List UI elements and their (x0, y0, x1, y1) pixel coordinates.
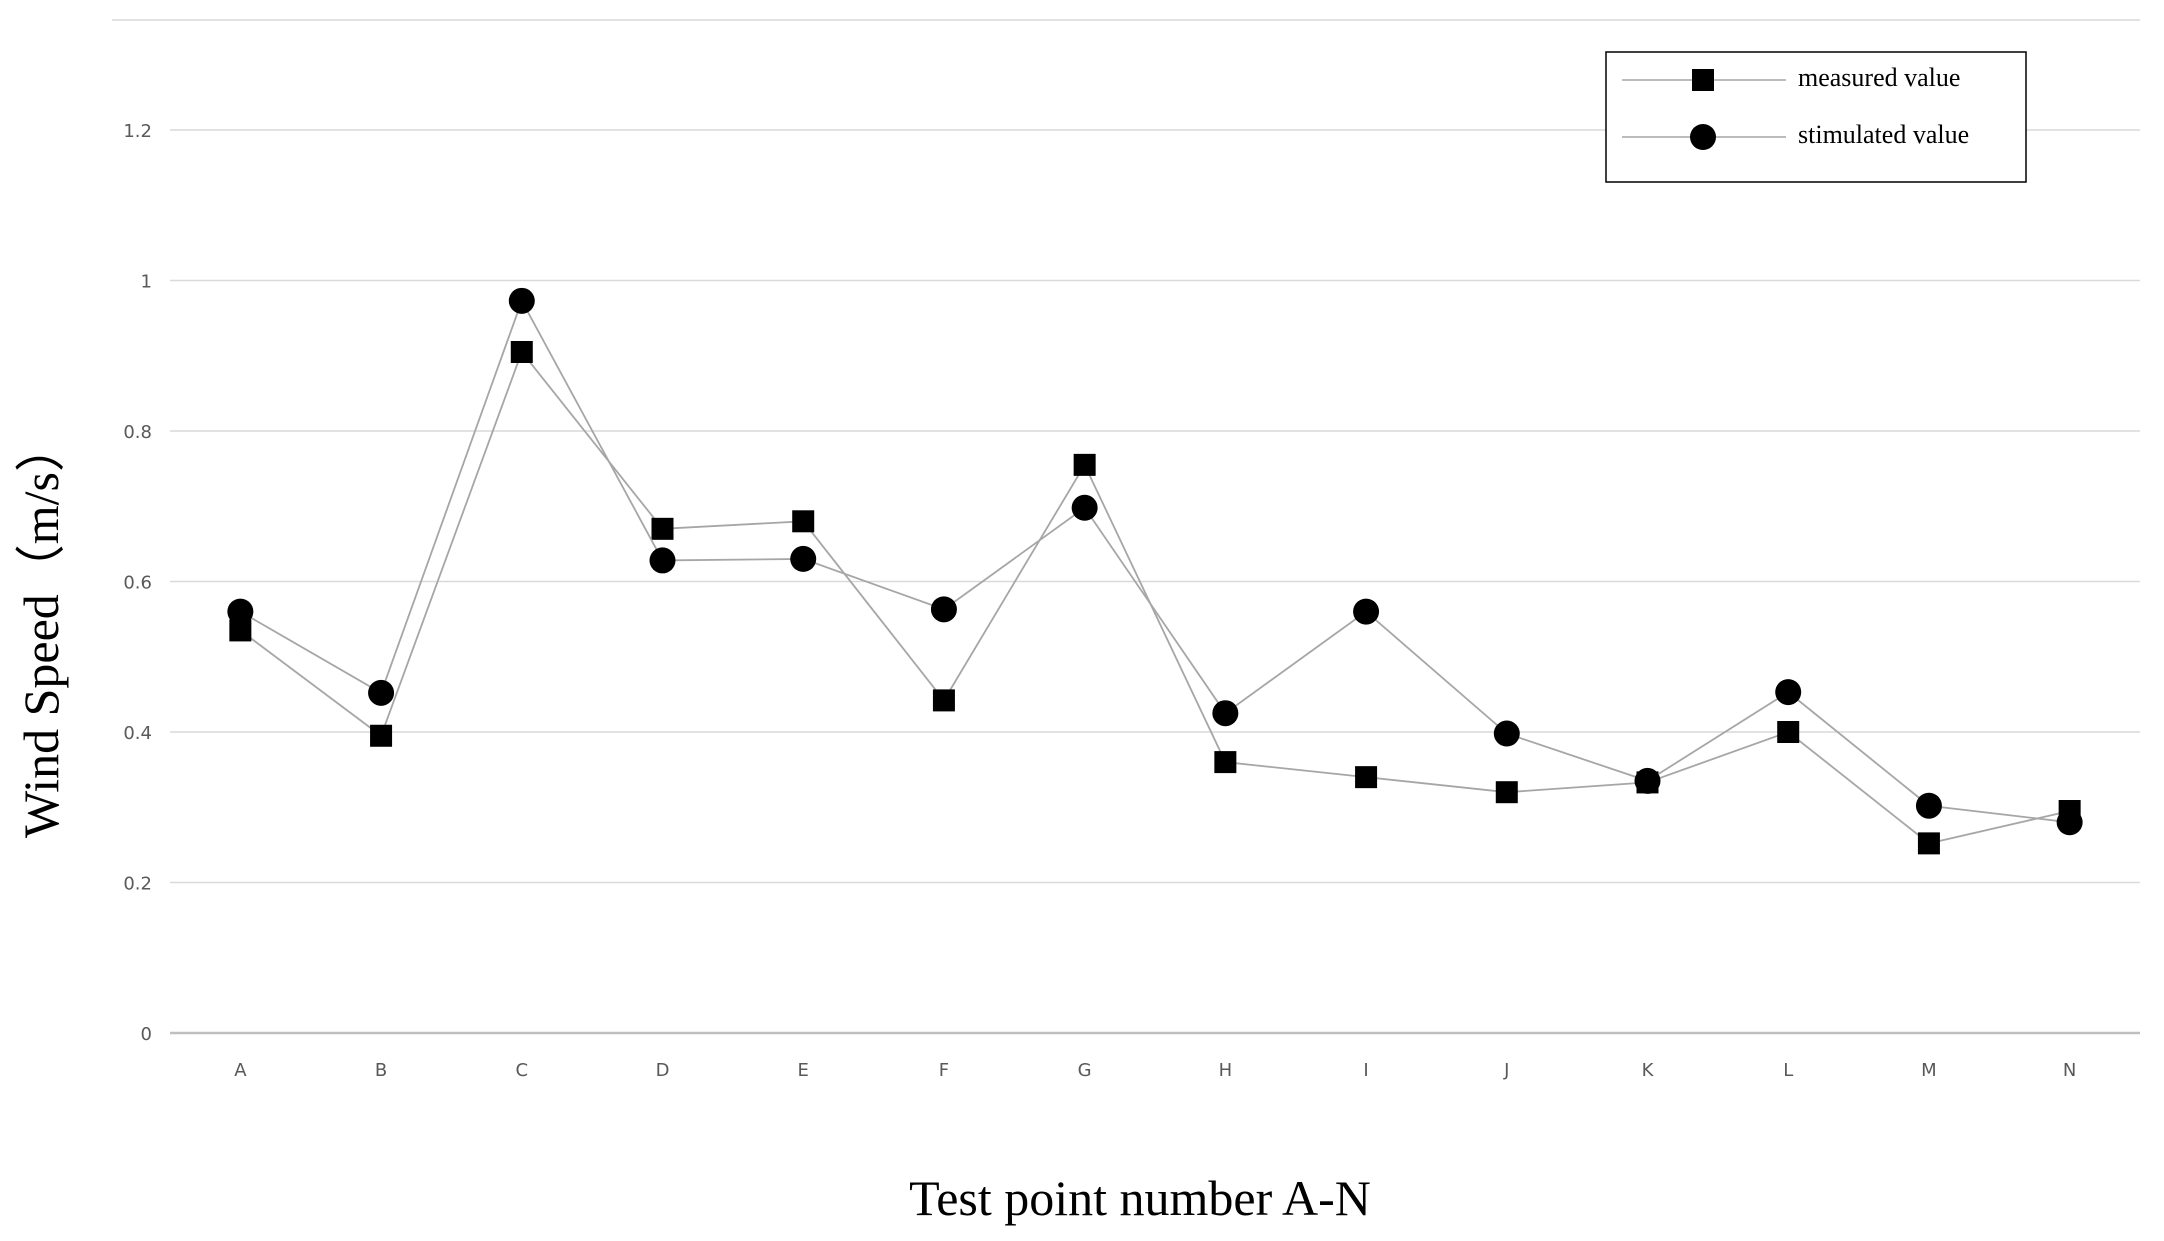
data-point-square (1073, 453, 1096, 476)
data-point-square (510, 340, 533, 363)
legend-label-stimulated: stimulated value (1798, 120, 1969, 149)
y-axis-title: Wind Speed（m/s） (13, 422, 69, 838)
legend-entry-stimulated: stimulated value (1622, 120, 1969, 150)
x-tick-label: G (1078, 1060, 1092, 1081)
x-tick-label: J (1503, 1060, 1509, 1081)
x-tick-labels: A B C D E F G H I J K L M N (234, 1060, 2076, 1081)
data-point-square (229, 619, 252, 642)
series-line (239, 350, 2070, 845)
data-point-square (1917, 832, 1940, 855)
x-tick-label: D (656, 1060, 670, 1081)
data-point-circle (1634, 767, 1661, 794)
data-point-circle (2056, 809, 2083, 836)
data-point-circle (508, 287, 535, 314)
series-layer (227, 287, 2083, 855)
data-point-square (1214, 751, 1237, 774)
y-tick-label: 1 (141, 272, 152, 293)
data-point-square (1495, 781, 1518, 804)
series-stimulated (227, 287, 2083, 836)
data-point-square (370, 724, 393, 747)
y-tick-label: 1.2 (123, 121, 152, 142)
data-point-circle (1212, 700, 1239, 727)
x-tick-label: K (1642, 1060, 1655, 1081)
data-point-circle (649, 547, 676, 574)
x-tick-label: M (1921, 1060, 1937, 1081)
y-tick-labels: 0 0.2 0.4 0.6 0.8 1 1.2 (123, 121, 152, 1045)
data-point-circle (1353, 598, 1380, 625)
data-point-circle (227, 598, 254, 625)
data-point-square (1355, 766, 1378, 789)
legend-marker-square (1692, 69, 1714, 91)
y-tick-label: 0 (141, 1024, 152, 1045)
gridlines (112, 19, 2140, 1035)
x-axis-title: Test point number A-N (909, 1170, 1371, 1226)
data-point-circle (1775, 679, 1802, 706)
data-point-square (792, 510, 815, 533)
data-point-circle (1915, 792, 1942, 819)
x-tick-label: F (939, 1060, 949, 1081)
data-point-circle (368, 679, 395, 706)
series-line (239, 298, 2070, 824)
legend-label-measured: measured value (1798, 63, 1960, 92)
x-tick-label: E (798, 1060, 809, 1081)
data-point-circle (790, 545, 817, 572)
data-point-square (932, 689, 955, 712)
legend: measured value stimulated value (1605, 51, 2027, 183)
data-point-square (1777, 721, 1800, 743)
x-tick-label: A (234, 1060, 247, 1081)
y-tick-label: 0.6 (123, 573, 152, 594)
y-tick-label: 0.4 (123, 723, 152, 744)
data-point-circle (930, 596, 957, 623)
data-point-circle (1071, 494, 1098, 521)
x-tick-label: L (1783, 1060, 1793, 1081)
x-tick-label: I (1363, 1060, 1368, 1081)
data-point-square (651, 517, 674, 540)
x-tick-label: B (375, 1060, 387, 1081)
x-tick-label: N (2063, 1060, 2076, 1081)
series-measured (229, 340, 2081, 855)
legend-box (1605, 51, 2027, 183)
legend-entry-measured: measured value (1622, 63, 1960, 92)
data-point-circle (1493, 720, 1520, 747)
y-tick-label: 0.2 (123, 874, 152, 895)
x-tick-label: H (1219, 1060, 1233, 1081)
x-tick-label: C (515, 1060, 528, 1081)
legend-marker-circle (1690, 124, 1716, 150)
y-tick-label: 0.8 (123, 422, 152, 443)
